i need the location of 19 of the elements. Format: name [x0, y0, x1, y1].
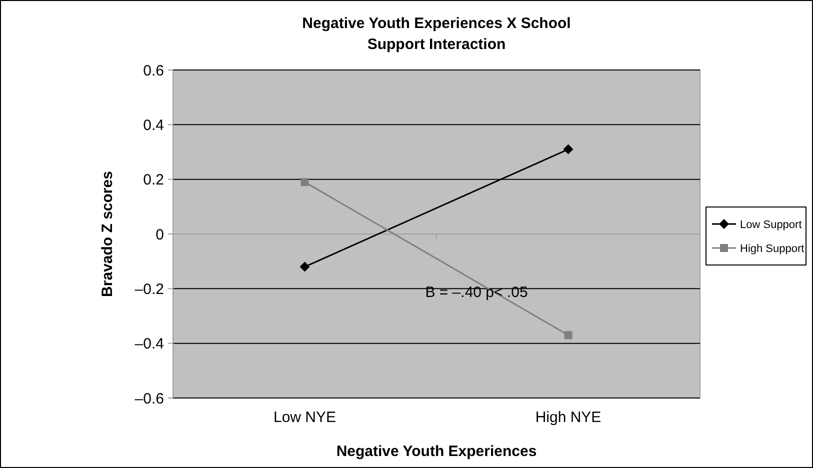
- y-tick-label: 0.2: [143, 172, 164, 189]
- y-tick-label: 0: [156, 226, 164, 244]
- annotation: B = –.40 p< .05: [425, 284, 528, 301]
- point: [563, 144, 574, 154]
- chart-title: Negative Youth Experiences X School Support Interaction: [302, 15, 571, 53]
- y-tick-label: –0.2: [134, 280, 164, 298]
- x-tick-label: Low NYE: [273, 409, 336, 426]
- x-tick-label: High NYE: [535, 409, 602, 426]
- point: [300, 262, 310, 272]
- point: [300, 178, 309, 186]
- y-axis-title: Bravado Z scores: [99, 171, 116, 297]
- x-axis-title: Negative Youth Experiences: [336, 443, 537, 460]
- legend-label: High Support: [740, 242, 804, 255]
- y-tick-label: 0.6: [143, 62, 164, 80]
- point: [564, 331, 572, 340]
- y-tick-label: 0.4: [143, 116, 164, 134]
- y-tick-label: –0.6: [134, 390, 164, 408]
- y-tick-label: –0.4: [134, 336, 164, 353]
- legend-label: Low Support: [740, 218, 802, 231]
